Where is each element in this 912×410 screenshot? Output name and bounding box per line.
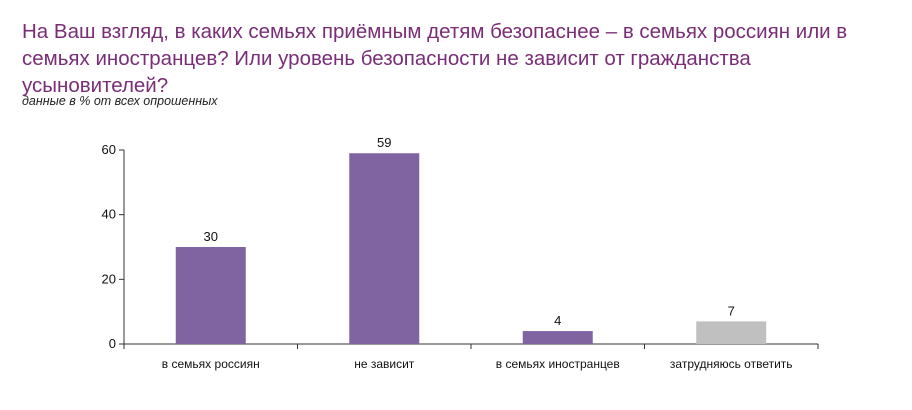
x-category-label: затрудняюсь ответить <box>670 357 793 371</box>
y-tick-label: 0 <box>109 336 116 351</box>
bar-value-label: 4 <box>554 313 561 328</box>
bar-value-label: 30 <box>204 229 218 244</box>
bar-4 <box>696 321 767 344</box>
y-tick-label: 60 <box>102 142 116 157</box>
y-tick-label: 40 <box>102 207 116 222</box>
x-category-label: не зависит <box>354 357 415 371</box>
bar-value-label: 7 <box>728 303 735 318</box>
chart-subtitle: данные в % от всех опрошенных <box>22 94 218 108</box>
bar-1 <box>175 247 246 344</box>
bar-value-label: 59 <box>377 135 391 150</box>
y-tick-label: 20 <box>102 271 116 286</box>
bar-3 <box>522 331 593 344</box>
chart-title: На Ваш взгляд, в каких семьях приёмным д… <box>22 20 848 97</box>
bar-2 <box>349 153 420 344</box>
x-category-label: в семьях россиян <box>162 357 260 371</box>
x-category-label: в семьях иностранцев <box>496 357 620 371</box>
